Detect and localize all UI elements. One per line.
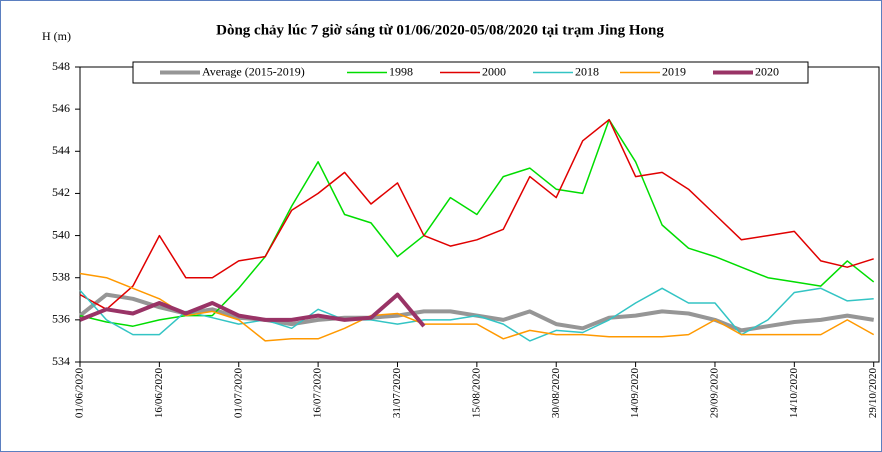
chart-title: Dòng chảy lúc 7 giờ sáng từ 01/06/2020-0…: [216, 22, 664, 38]
y-tick-label: 542: [52, 185, 70, 199]
y-tick-label: 540: [52, 227, 70, 241]
x-tick-label: 29/09/2020: [708, 368, 720, 419]
legend-label: 1998: [389, 64, 413, 78]
y-axis-label: H (m): [42, 29, 71, 43]
y-tick-label: 548: [52, 59, 70, 73]
legend-label: 2000: [482, 64, 506, 78]
x-tick-label: 01/07/2020: [232, 368, 244, 419]
x-tick-label: 16/07/2020: [312, 368, 324, 419]
y-tick-label: 536: [52, 312, 70, 326]
series-line: [79, 272, 875, 342]
x-tick-label: 14/09/2020: [629, 368, 641, 419]
legend-label: 2019: [662, 64, 686, 78]
legend-label: Average (2015-2019): [202, 64, 305, 78]
x-tick-label: 01/06/2020: [74, 368, 86, 419]
x-tick-label: 14/10/2020: [788, 368, 800, 419]
x-tick-label: 16/06/2020: [153, 368, 165, 419]
series-line: [79, 118, 875, 327]
x-tick-label: 30/08/2020: [550, 368, 562, 419]
legend-label: 2018: [575, 64, 599, 78]
x-tick-label: 31/07/2020: [391, 368, 403, 419]
x-tick-label: 15/08/2020: [470, 368, 482, 419]
y-tick-label: 546: [52, 101, 70, 115]
legend-label: 2020: [755, 64, 779, 78]
x-tick-label: 29/10/2020: [867, 368, 879, 419]
y-tick-label: 538: [52, 269, 70, 283]
series-line: [79, 292, 426, 328]
y-tick-label: 544: [52, 143, 70, 157]
series-line: [79, 118, 874, 311]
y-tick-label: 534: [52, 354, 70, 368]
